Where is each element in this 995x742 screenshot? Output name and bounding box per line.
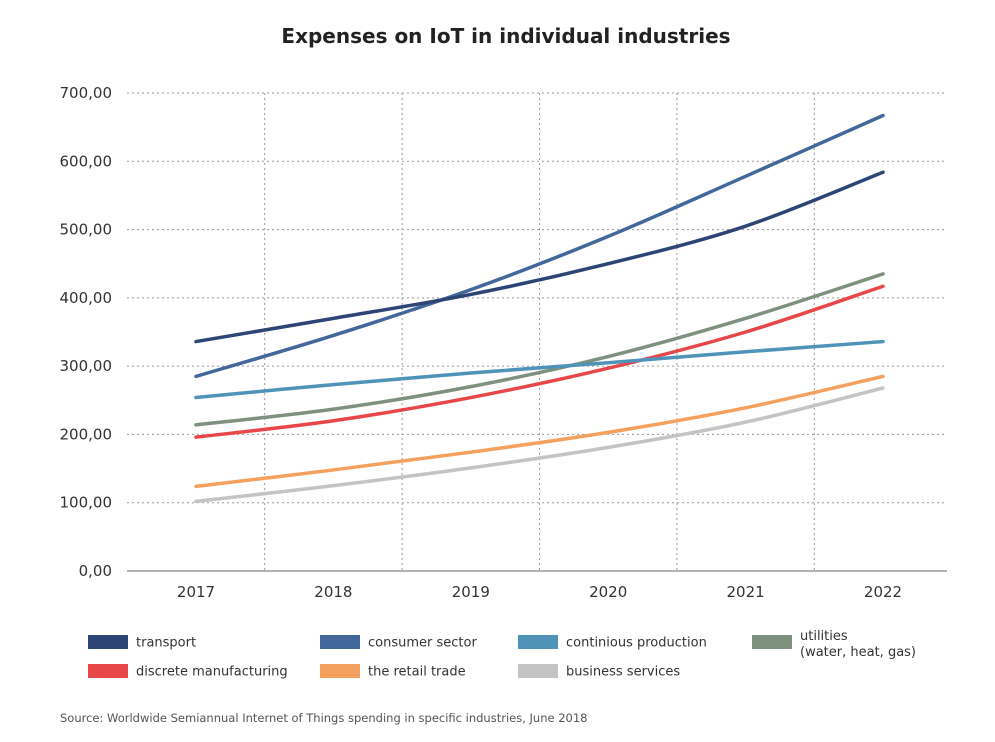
x-tick-label: 2017 (177, 583, 215, 601)
grid (127, 92, 947, 572)
y-tick-label: 400,00 (60, 289, 113, 307)
legend-swatch-transport (88, 635, 128, 649)
legend-swatch-discrete-manufacturing (88, 664, 128, 678)
series-line-business-services (194, 386, 885, 504)
x-tick-label: 2018 (314, 583, 352, 601)
legend-label-consumer-sector: consumer sector (368, 636, 477, 651)
legend-swatch-the-retail-trade (320, 664, 360, 678)
source-note: Source: Worldwide Semiannual Internet of… (60, 711, 587, 725)
legend-label-utilities: utilities (800, 629, 848, 644)
y-tick-label: 300,00 (60, 357, 113, 375)
y-axis-ticks: 0,00 100,00 200,00 300,00 400,00 500,00 600,00… (60, 84, 113, 580)
series-line-continious-production (194, 339, 885, 400)
x-tick-label: 2020 (589, 583, 627, 601)
series-lines (194, 113, 885, 504)
legend-swatch-consumer-sector (320, 635, 360, 649)
series-line-utilities (194, 272, 885, 427)
legend-swatch-business-services (518, 664, 558, 678)
legend-label-discrete-manufacturing: discrete manufacturing (136, 665, 288, 680)
y-tick-label: 700,00 (60, 84, 113, 102)
y-tick-label: 200,00 (60, 425, 113, 443)
series-line-transport (194, 170, 885, 344)
legend-label-transport: transport (136, 636, 196, 651)
x-axis-ticks: 2017 2018 2019 2020 2021 2022 (177, 583, 902, 601)
y-tick-label: 600,00 (60, 152, 113, 170)
legend-swatch-continious-production (518, 635, 558, 649)
series-line-consumer-sector (194, 113, 885, 379)
x-tick-label: 2021 (727, 583, 765, 601)
series-line-the-retail-trade (194, 374, 885, 489)
legend-label-continious-production: continious production (566, 636, 707, 651)
legend-label-business-services: business services (566, 665, 680, 680)
legend-label-utilities-detail: (water, heat, gas) (800, 645, 916, 660)
legend-label-the-retail-trade: the retail trade (368, 665, 466, 680)
legend-swatch-utilities (752, 635, 792, 649)
y-tick-label: 100,00 (60, 494, 113, 512)
legend: transport consumer sector continious produ… (88, 629, 916, 680)
chart-title: Expenses on IoT in individual industries (281, 24, 730, 48)
y-tick-label: 0,00 (79, 562, 112, 580)
x-tick-label: 2022 (864, 583, 902, 601)
x-tick-label: 2019 (452, 583, 490, 601)
y-tick-label: 500,00 (60, 221, 113, 239)
series-line-discrete-manufacturing (194, 284, 885, 439)
